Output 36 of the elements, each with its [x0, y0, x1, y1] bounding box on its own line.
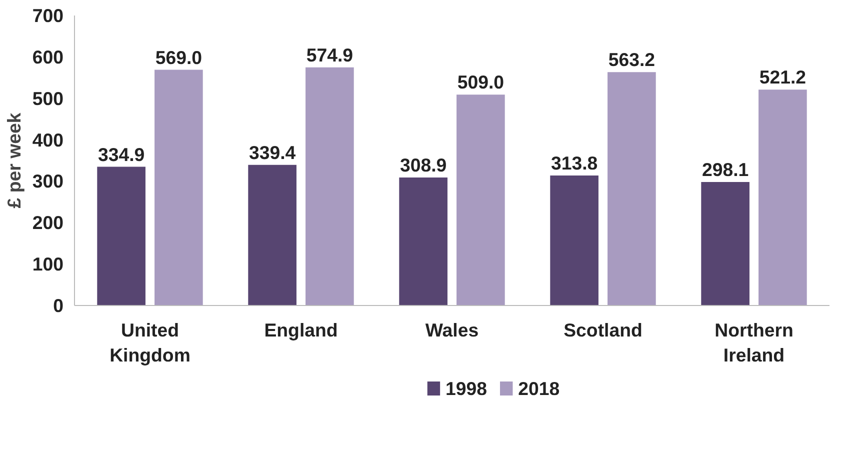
bar	[97, 166, 146, 306]
data-label: 563.2	[608, 49, 656, 70]
legend-label: 2018	[518, 378, 560, 399]
x-tick-label: United Kingdom	[110, 320, 190, 366]
legend-label: 1998	[446, 378, 488, 399]
data-label: 521.2	[759, 66, 806, 88]
y-tick-label: 400	[32, 129, 64, 150]
y-tick-label: 100	[32, 254, 64, 275]
x-tick-label: Scotland	[564, 320, 642, 340]
y-tick-label: 500	[32, 88, 64, 109]
x-tick-label: Northern Ireland	[714, 320, 794, 366]
data-label: 339.4	[248, 142, 296, 163]
bar	[399, 178, 448, 306]
x-tick-label: Wales	[425, 320, 479, 340]
y-tick-label: 600	[32, 46, 64, 68]
bar	[758, 90, 807, 306]
data-label: 298.1	[702, 159, 749, 180]
bar	[550, 175, 598, 306]
data-label: 569.0	[155, 46, 202, 68]
y-axis-title: £ per week	[3, 112, 24, 208]
y-tick-label: 700	[32, 5, 64, 26]
bar	[306, 67, 354, 306]
data-label: 334.9	[98, 144, 145, 165]
y-tick-label: 0	[53, 295, 64, 316]
bar	[456, 94, 505, 306]
y-tick-label: 200	[32, 212, 64, 234]
y-tick-label: 300	[32, 170, 64, 192]
data-label: 509.0	[457, 72, 504, 93]
data-label: 574.9	[306, 44, 354, 66]
bar	[248, 164, 296, 306]
data-label: 313.8	[550, 152, 598, 174]
data-label: 308.9	[400, 154, 447, 176]
bar	[608, 72, 656, 306]
x-tick-label: England	[264, 320, 338, 340]
bar	[701, 182, 750, 306]
bar	[154, 70, 203, 306]
